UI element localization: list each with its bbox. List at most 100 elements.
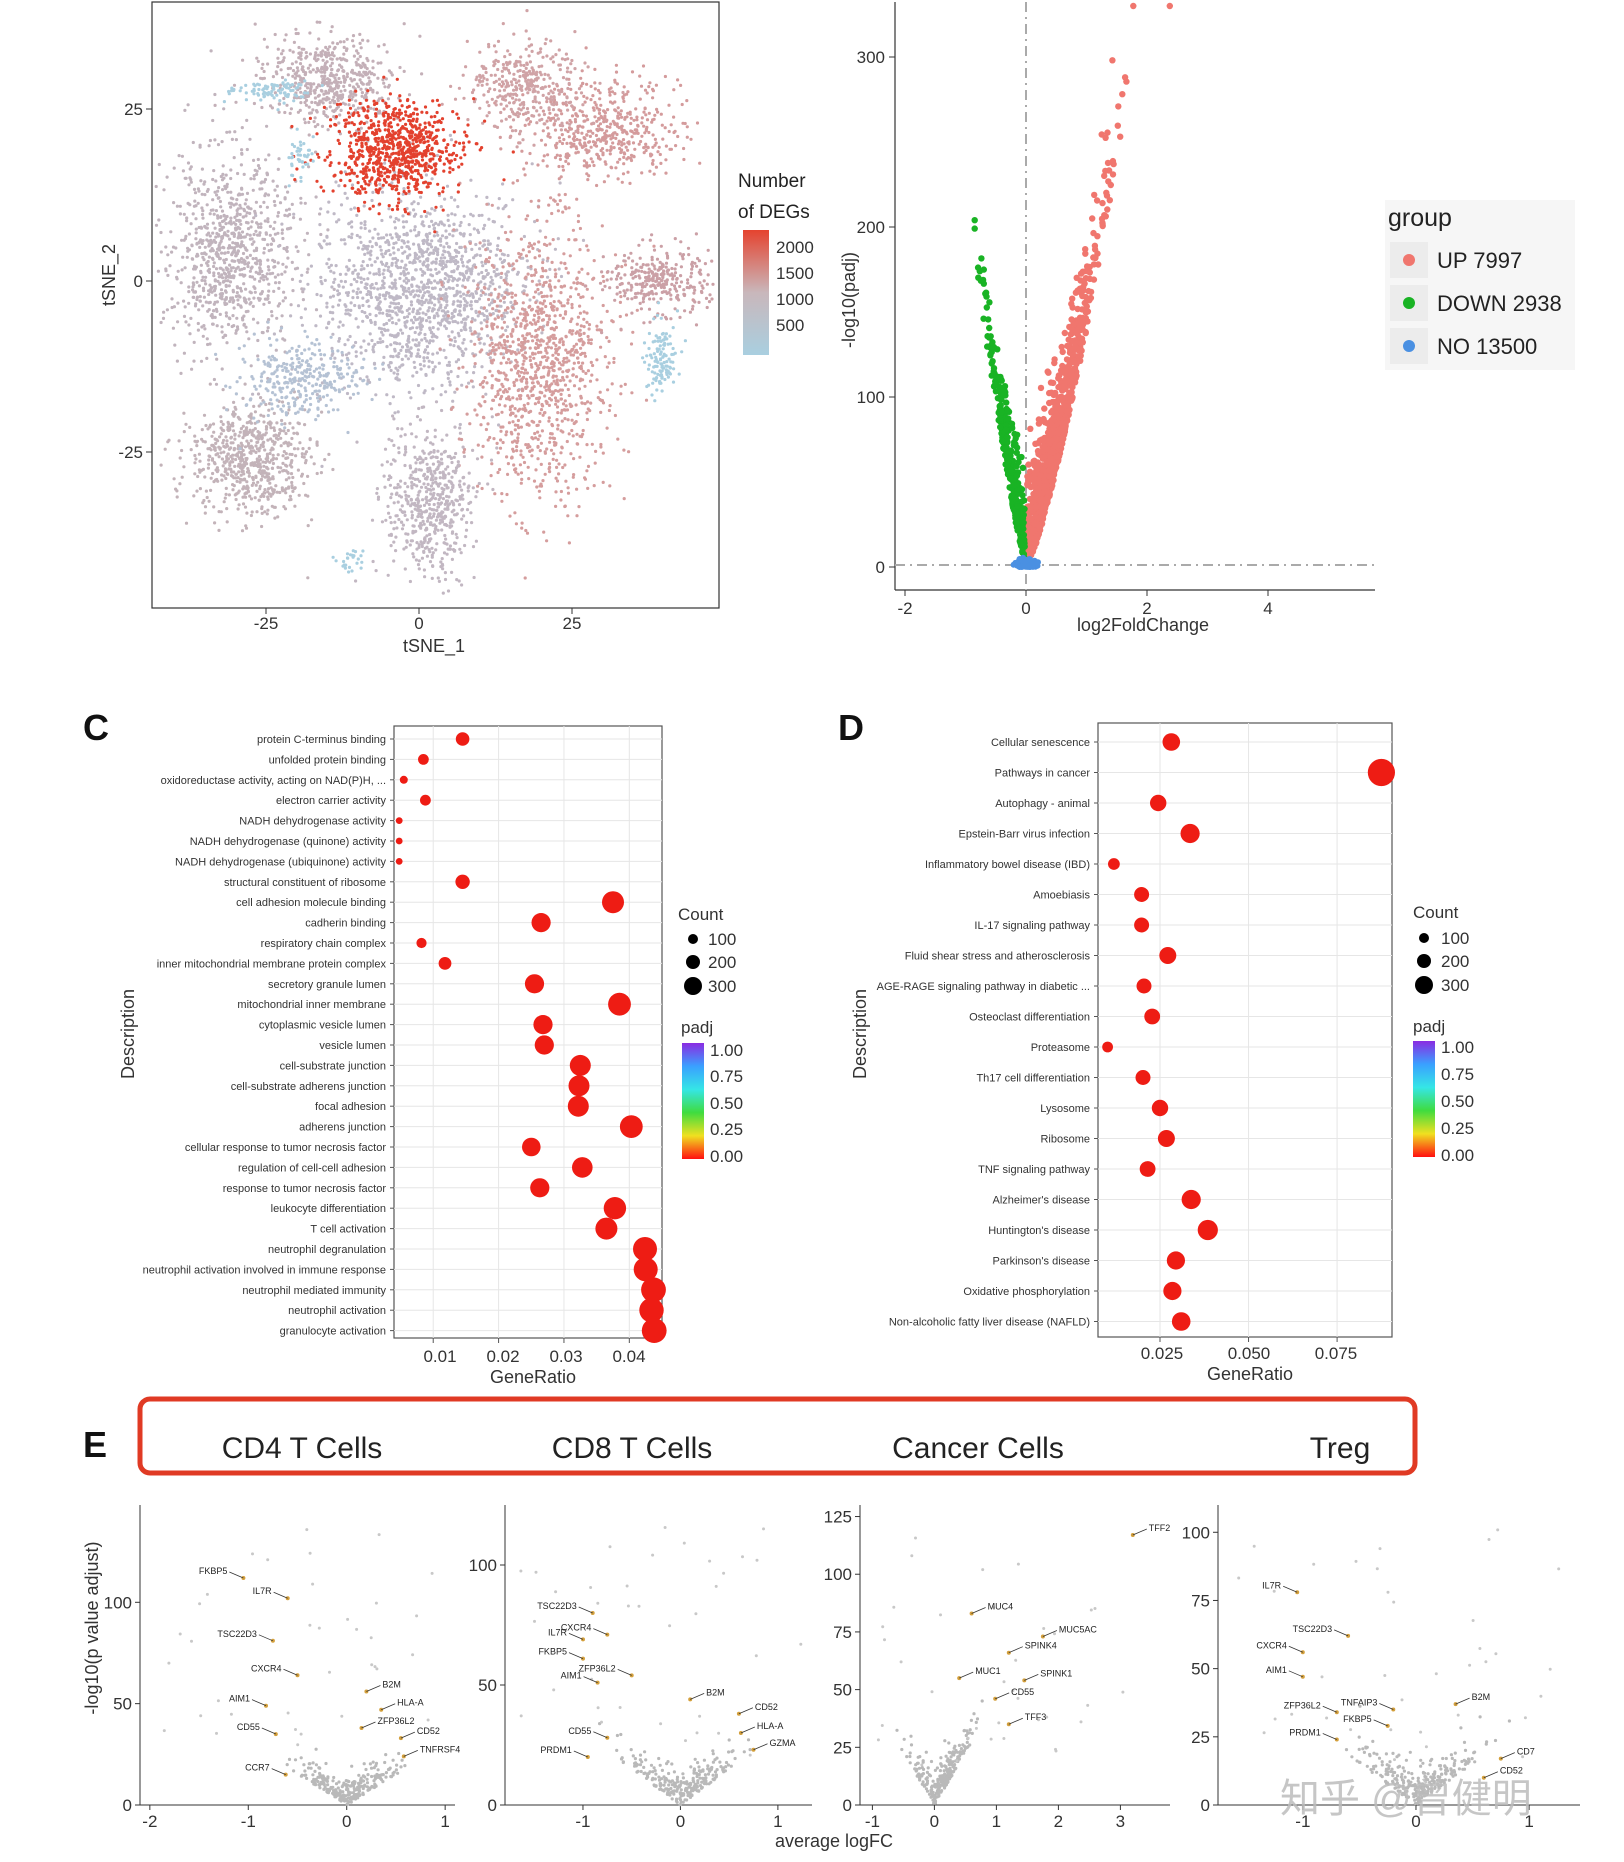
tsne-point [348,179,352,183]
tsne-point [278,201,283,205]
tsne-point [330,53,334,57]
tsne-point [214,267,219,271]
tsne-point [521,106,526,110]
tsne-point [262,180,266,184]
tsne-point [372,286,376,290]
tsne-point [329,29,333,34]
tsne-point [436,327,440,331]
tsne-point [209,314,213,318]
tsne-point [270,106,274,110]
tsne-point [537,400,541,404]
tsne-point [433,365,437,369]
tsne-point [466,118,470,122]
tsne-point [216,214,220,218]
tsne-point [427,285,431,289]
tsne-point [430,360,434,364]
tsne-point [592,163,596,168]
tsne-point [309,264,313,268]
tsne-point [276,231,280,235]
tsne-point [600,399,604,403]
tsne-point [635,128,639,132]
tsne-point [567,81,571,86]
tsne-point [495,247,500,251]
tsne-point [496,412,500,416]
tsne-point [183,108,187,112]
tsne-point [366,277,370,281]
tsne-point [586,407,590,411]
tsne-point [254,73,258,77]
tsne-point [393,220,397,224]
tsne-point [319,294,323,298]
tsne-point [551,81,555,85]
tsne-point [591,94,595,98]
tsne-point [553,314,557,318]
tsne-point [557,164,561,169]
tsne-point [445,241,449,245]
tsne-point [280,231,284,235]
tsne-point [477,230,481,235]
tsne-point [376,307,380,311]
tsne-point [422,364,426,368]
tsne-point [166,273,170,277]
tsne-point [237,218,241,222]
tsne-point [585,320,589,324]
tsne-point [549,346,554,350]
tsne-point [459,245,463,249]
tsne-point [557,193,561,197]
tsne-point [228,280,233,284]
tsne-point [352,78,356,82]
tsne-point [545,384,549,388]
tsne-point [558,154,562,158]
tsne-point [412,242,416,246]
tsne-point [198,145,202,149]
tsne-point [484,248,488,252]
tsne-point [502,311,506,315]
tsne-point [640,121,644,125]
tsne-point [243,273,247,277]
tsne-point [450,311,454,316]
tsne-point [206,187,210,192]
tsne-point [522,312,526,316]
tsne-point [417,343,421,347]
tsne-point [519,344,523,348]
tsne-point [359,126,363,130]
tsne-point [422,356,426,360]
tsne-point [528,88,532,92]
tsne-point [262,37,266,41]
tsne-point [493,492,497,496]
tsne-point [574,342,579,346]
tsne-point [558,181,562,185]
tsne-point [572,344,576,348]
tsne-point [214,235,218,239]
tsne-point [525,61,529,65]
tsne-point [523,576,527,580]
tsne-point [179,371,183,375]
tsne-point [240,126,244,130]
tsne-point [535,423,539,428]
tsne-point [536,457,540,461]
tsne-point [570,428,574,433]
tsne-point [222,279,226,284]
tsne-point [217,233,221,237]
tsne-point [418,34,422,38]
tsne-point [300,273,304,277]
tsne-point [490,97,494,101]
tsne-point [330,68,334,72]
tsne-point [257,225,261,229]
tsne-point [244,220,249,225]
tsne-point [463,130,467,134]
tsne-point [245,232,249,236]
tsne-point [541,159,545,163]
tsne-point [428,326,432,330]
tsne-point [490,278,494,282]
tsne-point [560,408,564,412]
tsne-point [565,356,569,360]
tsne-point [420,338,424,342]
tsne-point [293,267,298,271]
tsne-point [480,327,484,331]
tsne-point [407,390,411,394]
tsne-point [689,137,693,141]
tsne-point [651,133,655,137]
tsne-point [518,463,523,467]
tsne-point [416,309,420,313]
